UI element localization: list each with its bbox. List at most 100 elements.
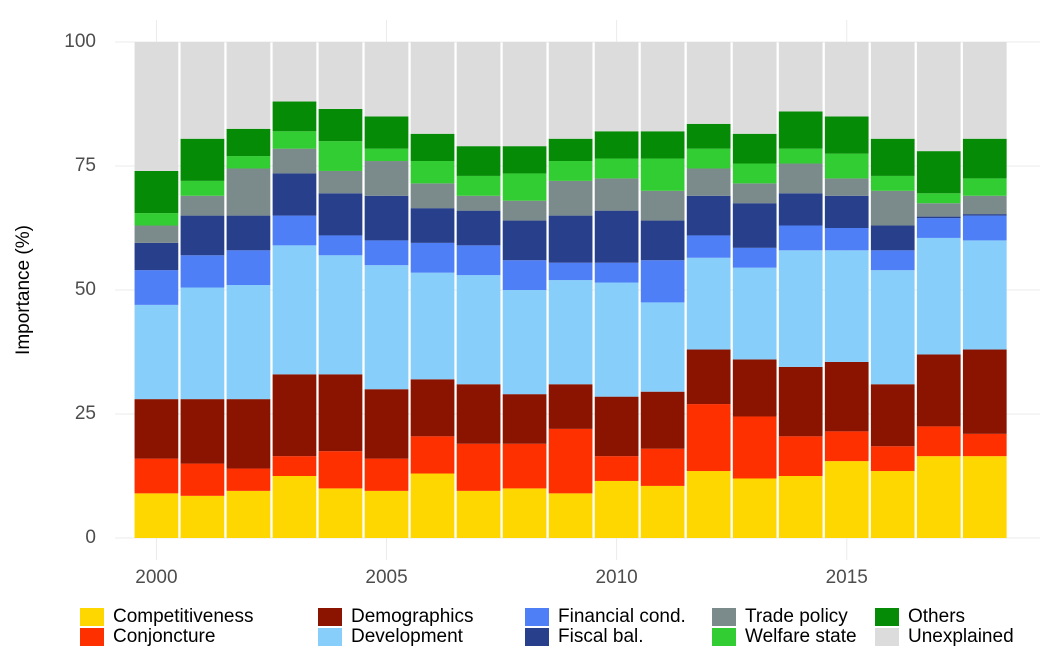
- bar-segment: [134, 493, 179, 538]
- bar-segment: [824, 461, 869, 538]
- bar-segment: [548, 493, 593, 538]
- bar-segment: [594, 262, 639, 283]
- bar-segment: [686, 168, 731, 196]
- bar-segment: [824, 195, 869, 228]
- bar-segment: [134, 458, 179, 494]
- bar-segment: [686, 404, 731, 472]
- bar-segment: [916, 151, 961, 194]
- bar-segment: [134, 42, 179, 171]
- bar-segment: [962, 42, 1007, 139]
- bar-segment: [916, 354, 961, 427]
- bar-segment: [686, 235, 731, 258]
- bar-segment: [962, 349, 1007, 434]
- bar-segment: [272, 148, 317, 174]
- bar-segment: [640, 220, 685, 261]
- bar-segment: [778, 42, 823, 112]
- bar-segment: [502, 200, 547, 221]
- bar-segment: [916, 426, 961, 457]
- bar-segment: [410, 473, 455, 538]
- bar-segment: [640, 302, 685, 392]
- bar-segment: [272, 456, 317, 476]
- bar-segment: [456, 384, 501, 444]
- bar-segment: [824, 431, 869, 462]
- bar-segment: [410, 208, 455, 243]
- bar-segment: [364, 161, 409, 196]
- bar-segment: [272, 101, 317, 132]
- bar-segment: [870, 471, 915, 538]
- bar-segment: [502, 42, 547, 147]
- bar-segment: [732, 247, 777, 268]
- bar-segment: [640, 448, 685, 486]
- bar-segment: [456, 275, 501, 385]
- bar-segment: [870, 225, 915, 251]
- bar-segment: [456, 195, 501, 211]
- bar-segment: [180, 42, 225, 139]
- bar-segment: [640, 158, 685, 191]
- bar-segment: [456, 443, 501, 491]
- bar-segment: [916, 193, 961, 204]
- bar-segment: [272, 131, 317, 149]
- bar-segment: [778, 225, 823, 251]
- bar-segment: [548, 280, 593, 385]
- bar-segment: [824, 361, 869, 432]
- bar-segment: [732, 133, 777, 164]
- bar-segment: [732, 163, 777, 184]
- bar-segment: [226, 215, 271, 251]
- bar-segment: [318, 141, 363, 171]
- bar-segment: [272, 245, 317, 375]
- bar-segment: [916, 216, 961, 219]
- bar-segment: [640, 42, 685, 132]
- bar-segment: [410, 379, 455, 437]
- legend-label: Demographics: [351, 606, 474, 627]
- legend-label: Competitiveness: [113, 606, 253, 627]
- bar-segment: [364, 490, 409, 538]
- bar-segment: [226, 168, 271, 216]
- bar-segment: [594, 158, 639, 179]
- bar-segment: [502, 488, 547, 538]
- bar-segment: [824, 250, 869, 362]
- bar-segment: [778, 250, 823, 367]
- bar-segment: [686, 123, 731, 149]
- bar-segment: [732, 203, 777, 248]
- bar-segment: [410, 242, 455, 273]
- bar-segment: [502, 443, 547, 489]
- y-axis-title: Importance (%): [13, 225, 34, 355]
- bar-segment: [180, 399, 225, 464]
- legend-swatch: [875, 628, 899, 646]
- bar-segment: [640, 485, 685, 538]
- legend-label: Welfare state: [745, 626, 857, 647]
- bar-segment: [824, 153, 869, 179]
- bar-segment: [824, 178, 869, 196]
- x-tick-label: 2010: [595, 567, 637, 588]
- bar-segment: [410, 436, 455, 474]
- bar-segment: [870, 446, 915, 472]
- bar-segment: [456, 245, 501, 276]
- bar-segment: [226, 128, 271, 157]
- bar-segment: [318, 451, 363, 489]
- legend-label: Fiscal bal.: [558, 626, 644, 647]
- bar-segment: [778, 163, 823, 194]
- bar-segment: [502, 260, 547, 290]
- y-tick-label: 0: [85, 527, 96, 548]
- y-tick-label: 100: [64, 31, 96, 52]
- bar-segment: [180, 287, 225, 400]
- bar-segment: [824, 42, 869, 117]
- bar-segment: [732, 478, 777, 538]
- bar-segment: [870, 384, 915, 447]
- bar-segment: [640, 391, 685, 449]
- bar-segment: [594, 210, 639, 263]
- bar-segment: [318, 235, 363, 256]
- bar-segment: [824, 116, 869, 154]
- bar-segment: [226, 468, 271, 491]
- bar-segment: [364, 265, 409, 390]
- bar-segment: [962, 240, 1007, 350]
- x-tick-label: 2015: [826, 567, 868, 588]
- legend-label: Others: [908, 606, 965, 627]
- bar-segment: [594, 42, 639, 132]
- bar-segment: [548, 42, 593, 139]
- bar-segment: [318, 374, 363, 452]
- bar-segment: [594, 282, 639, 397]
- bar-segment: [870, 175, 915, 191]
- bar-segment: [916, 237, 961, 355]
